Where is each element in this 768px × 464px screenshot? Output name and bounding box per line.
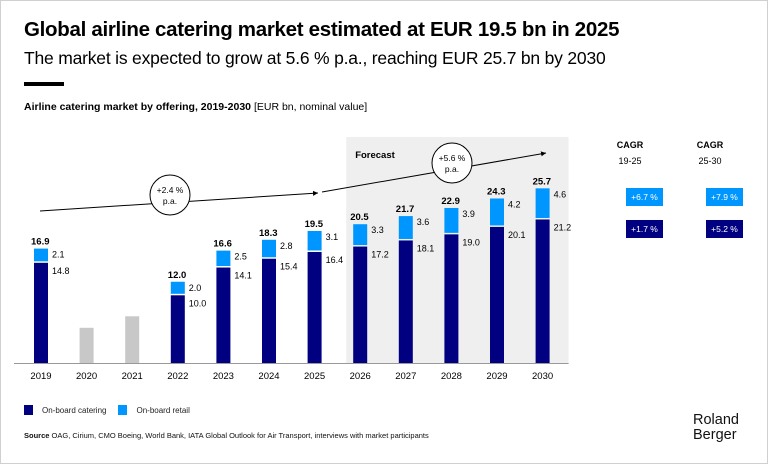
x-tick-label: 2022 (167, 371, 188, 382)
bar-catering (34, 262, 48, 363)
data-label-total: 19.5 (305, 219, 324, 230)
data-label-retail: 3.6 (417, 217, 430, 227)
cagr-bubble-value: +2.4 % (157, 185, 184, 195)
cagr-retail-19-25: +6.7 % (626, 188, 663, 206)
data-label-total: 24.3 (487, 186, 506, 197)
x-tick-label: 2025 (304, 371, 325, 382)
data-label-retail: 2.0 (189, 283, 202, 293)
bar-unsplit (79, 327, 94, 363)
data-label-catering: 16.4 (326, 255, 344, 265)
x-tick-label: 2029 (486, 371, 507, 382)
cagr-bubble (149, 174, 191, 216)
x-tick-label: 2020 (76, 371, 97, 382)
cagr-bubble-unit: p.a. (445, 164, 459, 174)
logo-line-1: Roland (693, 412, 739, 428)
data-label-total: 20.5 (350, 212, 369, 223)
bar-retail (307, 230, 322, 251)
cagr-header-2: CAGR 25-30 (680, 140, 740, 166)
data-label-catering: 10.0 (189, 298, 207, 308)
data-label-catering: 14.8 (52, 266, 70, 276)
bar-catering (170, 295, 185, 363)
legend-swatch-retail (118, 405, 128, 415)
chart-title: Airline catering market by offering, 201… (24, 101, 367, 113)
data-label-total: 22.9 (441, 196, 460, 207)
data-label-total: 18.3 (259, 228, 278, 239)
bar-catering (307, 251, 322, 363)
x-tick-label: 2026 (350, 371, 371, 382)
bar-catering (262, 258, 276, 363)
bar-retail (398, 216, 413, 239)
legend-label-retail: On-board retail (136, 405, 190, 415)
bar-retail (535, 188, 550, 218)
bar-unsplit (125, 316, 140, 363)
bar-retail (490, 198, 504, 226)
x-tick-label: 2019 (30, 371, 51, 382)
x-tick-label: 2023 (213, 371, 234, 382)
x-tick-label: 2028 (441, 371, 462, 382)
bar-catering (490, 226, 504, 363)
cagr-period: 19-25 (618, 156, 642, 166)
cagr-heading: CAGR (696, 140, 724, 150)
bar-retail (216, 250, 231, 267)
data-label-catering: 17.2 (371, 250, 389, 260)
bar-retail (262, 239, 276, 258)
bar-retail (444, 207, 459, 233)
bar-catering (535, 219, 550, 363)
data-label-retail: 2.5 (234, 252, 247, 262)
bar-catering (216, 267, 231, 363)
data-label-catering: 18.1 (417, 243, 435, 253)
title-rule (24, 82, 64, 86)
logo-line-2: Berger (693, 427, 737, 443)
data-label-catering: 19.0 (462, 237, 480, 247)
data-label-retail: 4.2 (508, 199, 521, 209)
bar-catering (353, 246, 368, 363)
data-label-catering: 21.2 (554, 222, 572, 232)
data-label-catering: 20.1 (508, 230, 526, 240)
data-label-total: 12.0 (168, 270, 187, 281)
bar-retail (353, 224, 368, 246)
data-label-retail: 2.8 (280, 241, 293, 251)
cagr-bubble (431, 142, 473, 184)
page-title: Global airline catering market estimated… (24, 18, 620, 41)
data-label-catering: 14.1 (234, 271, 252, 281)
data-label-catering: 15.4 (280, 262, 298, 272)
data-label-total: 21.7 (396, 204, 415, 215)
cagr-period: 25-30 (698, 156, 722, 166)
data-label-retail: 3.3 (371, 225, 384, 235)
data-label-retail: 3.1 (326, 232, 339, 242)
chart-legend: On-board catering On-board retail (24, 405, 202, 415)
x-tick-label: 2024 (258, 371, 279, 382)
source-text: OAG, Cirium, CMO Boeing, World Bank, IAT… (51, 431, 429, 440)
x-tick-label: 2027 (395, 371, 416, 382)
cagr-bubble-unit: p.a. (163, 196, 177, 206)
forecast-label: Forecast (355, 150, 395, 161)
bar-retail (170, 281, 185, 294)
cagr-catering-25-30: +5.2 % (706, 220, 743, 238)
data-label-total: 16.6 (213, 239, 232, 250)
bar-catering (444, 234, 459, 363)
data-label-total: 16.9 (31, 237, 50, 248)
source-note: Source OAG, Cirium, CMO Boeing, World Ba… (24, 431, 429, 440)
cagr-retail-25-30: +7.9 % (706, 188, 743, 206)
data-label-retail: 3.9 (462, 209, 475, 219)
data-label-retail: 4.6 (554, 189, 567, 199)
cagr-bubble-value: +5.6 % (439, 153, 466, 163)
x-tick-label: 2021 (122, 371, 143, 382)
legend-swatch-catering (24, 405, 33, 415)
data-label-total: 25.7 (533, 176, 552, 187)
roland-berger-logo: Roland Berger (693, 413, 739, 443)
source-label: Source (24, 431, 50, 440)
bar-retail (34, 248, 48, 262)
cagr-heading: CAGR (616, 140, 644, 150)
chart-title-unit: [EUR bn, nominal value] (253, 101, 368, 113)
bar-catering (398, 240, 413, 363)
data-label-retail: 2.1 (52, 250, 65, 260)
chart-title-main: Airline catering market by offering, 201… (24, 101, 252, 113)
bar-chart: Forecast 2019 14.8 2.116.9 2020 2021 2022 10.0 2… (14, 137, 572, 382)
legend-label-catering: On-board catering (42, 405, 107, 415)
page-subtitle: The market is expected to grow at 5.6 % … (24, 48, 606, 68)
cagr-header-1: CAGR 19-25 (600, 140, 660, 166)
cagr-catering-19-25: +1.7 % (626, 220, 663, 238)
x-tick-label: 2030 (532, 371, 553, 382)
